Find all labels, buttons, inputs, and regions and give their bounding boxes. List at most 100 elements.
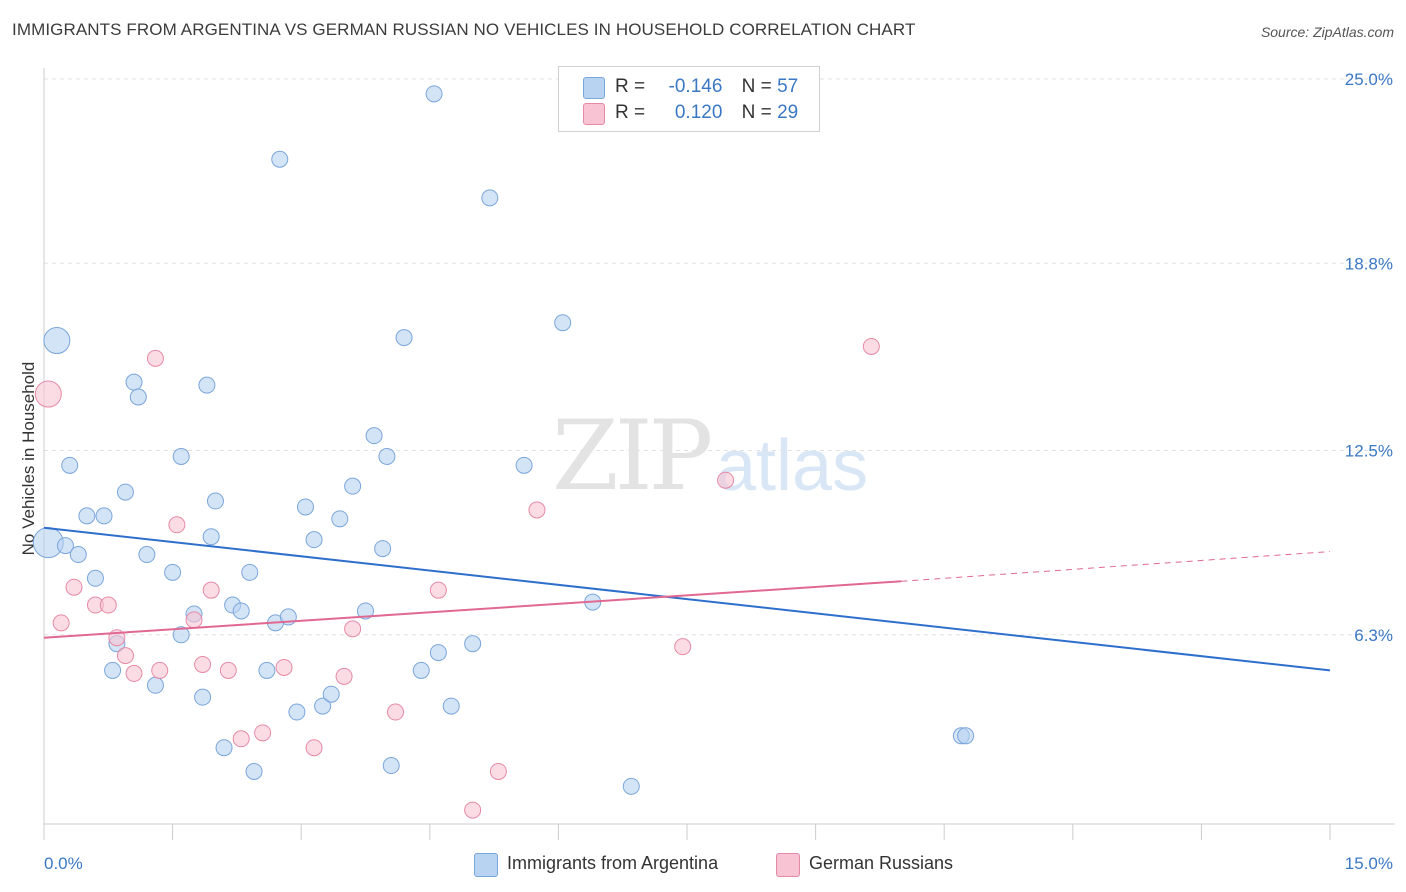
data-point-german-russian [168, 516, 186, 534]
bottom-legend-swatch-pink [776, 853, 800, 877]
data-point-argentina [69, 546, 87, 564]
data-point-argentina [146, 676, 164, 694]
data-point-argentina [395, 329, 413, 347]
data-point-german-russian [219, 661, 237, 679]
data-point-argentina [164, 563, 182, 581]
data-point-german-russian [344, 620, 362, 638]
data-point-german-russian [125, 664, 143, 682]
y-axis-label: No Vehicles in Household [19, 362, 38, 556]
trendline-argentina [43, 526, 1331, 672]
data-point-argentina [357, 602, 374, 620]
data-point-argentina [957, 727, 975, 745]
data-point-german-russian [151, 661, 169, 679]
data-point-german-russian [65, 578, 83, 596]
data-point-argentina [206, 492, 224, 510]
data-point-argentina [374, 540, 392, 558]
legend-r-label: R = [615, 76, 646, 97]
data-point-argentina [344, 477, 362, 495]
data-point-german-russian [305, 739, 323, 757]
data-point-argentina [43, 327, 71, 355]
data-point-german-russian [489, 762, 507, 780]
data-point-argentina [271, 150, 289, 168]
legend-r-label: R = [615, 102, 646, 123]
data-point-argentina [331, 510, 349, 528]
data-point-argentina [382, 757, 400, 775]
chart-title: IMMIGRANTS FROM ARGENTINA VS GERMAN RUSS… [12, 20, 916, 39]
data-point-argentina [125, 373, 143, 391]
legend-n-label: N = [741, 76, 772, 97]
data-point-german-russian [464, 801, 482, 819]
data-point-argentina [515, 456, 533, 474]
legend-r-value: -0.146 [668, 76, 723, 97]
bottom-legend-label: Immigrants from Argentina [507, 853, 719, 873]
y-tick-label: 12.5% [1345, 442, 1393, 461]
data-point-german-russian [717, 471, 735, 489]
data-point-german-russian [202, 581, 220, 599]
data-point-argentina [138, 546, 156, 564]
data-point-german-russian [146, 349, 164, 367]
data-point-argentina [129, 388, 147, 406]
data-point-argentina [56, 537, 74, 555]
data-point-argentina [116, 483, 134, 501]
data-point-german-russian [34, 380, 62, 408]
data-point-argentina [425, 85, 443, 103]
data-point-german-russian [99, 596, 117, 614]
data-point-argentina [481, 189, 499, 207]
data-point-german-russian [254, 724, 272, 742]
data-point-german-russian [275, 658, 293, 676]
y-tick-label: 6.3% [1354, 626, 1393, 645]
data-point-german-russian [528, 501, 546, 519]
data-point-argentina [412, 661, 430, 679]
data-point-argentina [442, 697, 460, 715]
data-point-argentina [172, 447, 190, 465]
data-point-argentina [86, 569, 104, 587]
data-point-argentina [232, 602, 250, 620]
data-point-argentina [78, 507, 96, 525]
data-point-german-russian [674, 638, 692, 656]
legend-swatch-blue [583, 77, 605, 99]
data-point-german-russian [185, 611, 203, 629]
correlation-legend: R = -0.146 N = 57 R = 0.120 N = 29 [558, 66, 820, 132]
data-point-argentina [429, 644, 447, 662]
data-point-argentina [198, 376, 216, 394]
data-point-argentina [258, 661, 276, 679]
x-tick-label: 0.0% [44, 854, 83, 873]
data-point-argentina [215, 739, 233, 757]
data-point-german-russian [232, 730, 250, 748]
data-point-argentina [464, 635, 482, 653]
bottom-legend-swatch-blue [474, 853, 498, 877]
data-point-argentina [194, 688, 212, 706]
legend-swatch-pink [583, 103, 605, 125]
data-point-german-russian [194, 655, 212, 673]
data-point-german-russian [52, 614, 70, 632]
legend-n-value: 29 [777, 102, 799, 123]
data-point-german-russian [862, 337, 880, 355]
data-point-argentina [296, 498, 314, 516]
x-tick-label: 15.0% [1345, 854, 1393, 873]
data-point-argentina [622, 777, 640, 795]
trendline-german-russians-extension [901, 551, 1331, 582]
data-point-argentina [378, 447, 396, 465]
data-point-german-russian [387, 703, 405, 721]
legend-n-label: N = [741, 102, 772, 123]
data-point-argentina [305, 531, 323, 549]
data-point-german-russian [335, 667, 353, 685]
data-point-argentina [322, 685, 340, 703]
data-point-german-russian [429, 581, 447, 599]
y-tick-label: 25.0% [1345, 70, 1393, 89]
bottom-legend-label: German Russians [809, 853, 954, 873]
watermark-atlas: atlas [716, 426, 869, 506]
data-point-argentina [95, 507, 113, 525]
legend-n-value: 57 [777, 76, 799, 97]
data-point-german-russian [116, 647, 134, 665]
data-point-argentina [288, 703, 306, 721]
data-point-argentina [241, 563, 259, 581]
data-point-argentina [365, 427, 383, 445]
data-point-argentina [554, 314, 572, 332]
data-point-argentina [245, 762, 263, 780]
data-point-argentina [202, 528, 220, 546]
legend-r-value: 0.120 [674, 102, 723, 123]
trendline-german-russians [43, 580, 902, 639]
data-point-argentina [172, 626, 190, 644]
